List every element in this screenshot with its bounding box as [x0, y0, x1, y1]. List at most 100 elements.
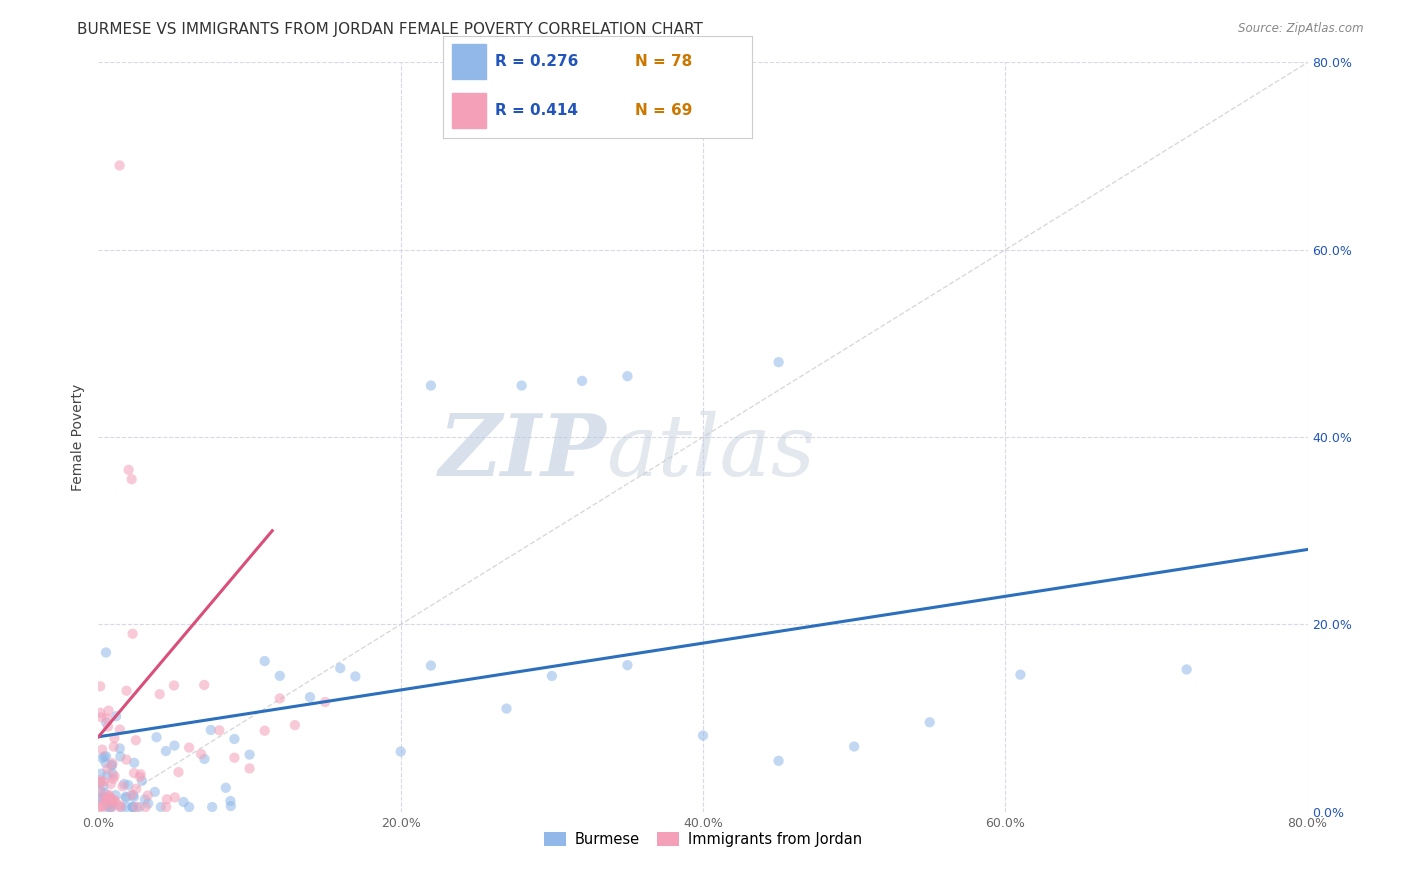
Point: [134, 800, 156, 814]
Point: [692, 729, 714, 743]
Point: [156, 792, 179, 806]
Point: [329, 661, 352, 675]
Point: [89, 773, 111, 788]
Point: [616, 369, 638, 384]
Point: [190, 747, 212, 761]
Point: [122, 789, 145, 804]
Point: [200, 723, 222, 737]
Point: [163, 790, 186, 805]
Point: [90, 793, 112, 807]
Point: [105, 709, 128, 723]
Point: [129, 767, 152, 781]
Bar: [453, 44, 486, 78]
Point: [100, 791, 122, 805]
Point: [101, 767, 124, 781]
Point: [121, 800, 143, 814]
Point: [314, 695, 336, 709]
Point: [121, 800, 143, 814]
Point: [918, 715, 941, 730]
Point: [571, 374, 593, 388]
Text: ZIP: ZIP: [439, 410, 606, 494]
Point: [100, 758, 122, 772]
Point: [89, 679, 111, 693]
Point: [96, 792, 118, 806]
Point: [108, 800, 131, 814]
Point: [253, 654, 276, 668]
Point: [94, 786, 117, 800]
Point: [96, 762, 118, 776]
Point: [129, 770, 152, 784]
Point: [94, 789, 117, 804]
Point: [269, 669, 291, 683]
Text: N = 78: N = 78: [634, 54, 692, 69]
Point: [215, 780, 238, 795]
Point: [136, 797, 159, 811]
Point: [100, 777, 122, 791]
Point: [104, 788, 127, 802]
Point: [93, 774, 115, 789]
Point: [239, 747, 262, 762]
Text: R = 0.276: R = 0.276: [495, 54, 579, 69]
Point: [134, 792, 156, 806]
Point: [768, 355, 790, 369]
Point: [193, 678, 215, 692]
Point: [224, 750, 246, 764]
Point: [111, 779, 134, 793]
Bar: [453, 93, 486, 128]
Point: [1175, 663, 1198, 677]
Point: [136, 789, 159, 803]
Y-axis label: Female Poverty: Female Poverty: [72, 384, 86, 491]
Point: [179, 740, 201, 755]
Point: [103, 731, 125, 745]
Legend: Burmese, Immigrants from Jordan: Burmese, Immigrants from Jordan: [538, 827, 868, 853]
Point: [121, 788, 143, 802]
Point: [104, 794, 127, 808]
Text: Source: ZipAtlas.com: Source: ZipAtlas.com: [1239, 22, 1364, 36]
Point: [108, 741, 131, 756]
Point: [94, 646, 117, 660]
Point: [117, 778, 139, 792]
Point: [98, 788, 121, 802]
Point: [110, 800, 132, 814]
Point: [91, 798, 114, 813]
Point: [89, 784, 111, 798]
Point: [125, 781, 148, 796]
Point: [208, 723, 231, 738]
Point: [163, 739, 186, 753]
Point: [89, 782, 111, 797]
Point: [115, 753, 138, 767]
Point: [90, 710, 112, 724]
Point: [108, 798, 131, 813]
Point: [112, 777, 135, 791]
Point: [193, 752, 215, 766]
Point: [108, 159, 131, 173]
Point: [94, 715, 117, 730]
Point: [100, 800, 122, 814]
Point: [98, 800, 121, 814]
Point: [299, 690, 322, 705]
Text: atlas: atlas: [606, 410, 815, 493]
Point: [94, 756, 117, 770]
Point: [122, 756, 145, 770]
Point: [768, 754, 790, 768]
Point: [101, 758, 124, 772]
Text: R = 0.414: R = 0.414: [495, 103, 578, 118]
Point: [100, 800, 122, 814]
Point: [420, 378, 443, 392]
Point: [125, 733, 148, 747]
Point: [420, 658, 443, 673]
Point: [284, 718, 307, 732]
Point: [219, 794, 242, 808]
Point: [94, 749, 117, 764]
Point: [93, 790, 115, 805]
Point: [91, 751, 114, 765]
Point: [219, 799, 242, 814]
Point: [616, 658, 638, 673]
Point: [103, 772, 125, 786]
Point: [253, 723, 276, 738]
Point: [96, 711, 118, 725]
Point: [97, 791, 120, 805]
Point: [344, 669, 367, 683]
Point: [122, 800, 145, 814]
Point: [122, 788, 145, 802]
